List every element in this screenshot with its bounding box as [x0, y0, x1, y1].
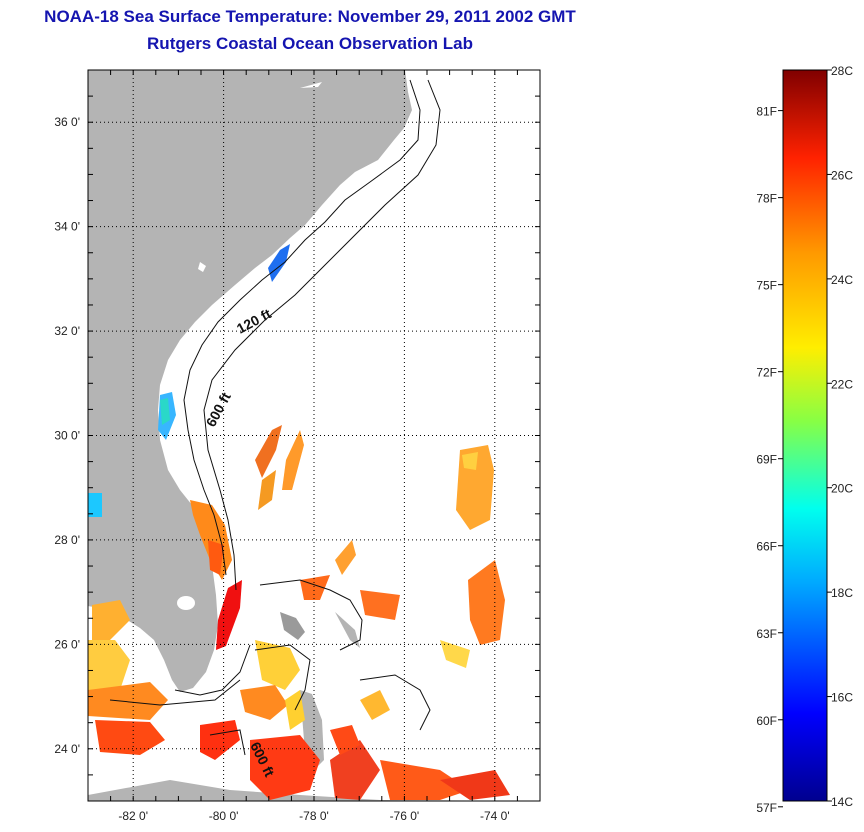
fahrenheit-tick-label: 69F	[756, 453, 777, 467]
depth-contours	[109, 79, 441, 756]
lon-tick-label: -78 0'	[299, 809, 329, 823]
lon-tick-label: -80 0'	[209, 809, 239, 823]
celsius-tick-label: 28C	[831, 64, 853, 78]
lat-tick-label: 26 0'	[54, 637, 80, 651]
graticule	[88, 70, 540, 801]
colorbar-ticks: 28C 26C 24C 22C 20C 18C 16C 14C 81F 78F 75F 72F 69F 6…	[756, 64, 853, 815]
sst-observations	[88, 244, 510, 800]
fahrenheit-tick-label: 66F	[756, 540, 777, 554]
celsius-tick-label: 14C	[831, 795, 853, 809]
celsius-tick-label: 26C	[831, 168, 853, 182]
inland-lake	[300, 82, 322, 88]
fahrenheit-tick-label: 78F	[756, 192, 777, 206]
lat-tick-label: 32 0'	[54, 324, 80, 338]
celsius-tick-label: 24C	[831, 273, 853, 287]
celsius-tick-label: 18C	[831, 586, 853, 600]
lat-tick-label: 30 0'	[54, 429, 80, 443]
lon-tick-label: -74 0'	[480, 809, 510, 823]
fahrenheit-tick-label: 57F	[756, 801, 777, 815]
fahrenheit-tick-label: 75F	[756, 279, 777, 293]
lat-tick-label: 24 0'	[54, 742, 80, 756]
andros-island	[300, 690, 324, 770]
axis-ticks: -82 0' -80 0' -78 0' -76 0' -74 0' 24 0' 26 0'…	[54, 69, 541, 823]
cuba-land	[88, 780, 540, 801]
land-mass	[88, 70, 412, 692]
island	[335, 612, 360, 648]
lat-tick-label: 36 0'	[54, 115, 80, 129]
map-subtitle: Rutgers Coastal Ocean Observation Lab	[147, 34, 473, 53]
celsius-tick-label: 22C	[831, 377, 853, 391]
lake-okeechobee	[177, 596, 195, 610]
map-title: NOAA-18 Sea Surface Temperature: Novembe…	[44, 7, 576, 26]
lat-tick-label: 28 0'	[54, 533, 80, 547]
fahrenheit-tick-label: 60F	[756, 714, 777, 728]
depth-label-120ft: 120 ft	[234, 305, 274, 336]
colorbar: 28C 26C 24C 22C 20C 18C 16C 14C 81F 78F 75F 72F 69F 6…	[756, 64, 853, 815]
island	[280, 612, 305, 640]
fahrenheit-tick-label: 63F	[756, 627, 777, 641]
lon-tick-label: -82 0'	[118, 809, 148, 823]
colorbar-gradient	[782, 69, 828, 802]
fahrenheit-tick-label: 81F	[756, 105, 777, 119]
inland-lake	[198, 262, 206, 272]
lat-tick-label: 34 0'	[54, 220, 80, 234]
celsius-tick-label: 20C	[831, 482, 853, 496]
celsius-tick-label: 16C	[831, 691, 853, 705]
lon-tick-label: -76 0'	[390, 809, 420, 823]
fahrenheit-tick-label: 72F	[756, 366, 777, 380]
depth-label-600ft-north: 600 ft	[203, 389, 234, 429]
